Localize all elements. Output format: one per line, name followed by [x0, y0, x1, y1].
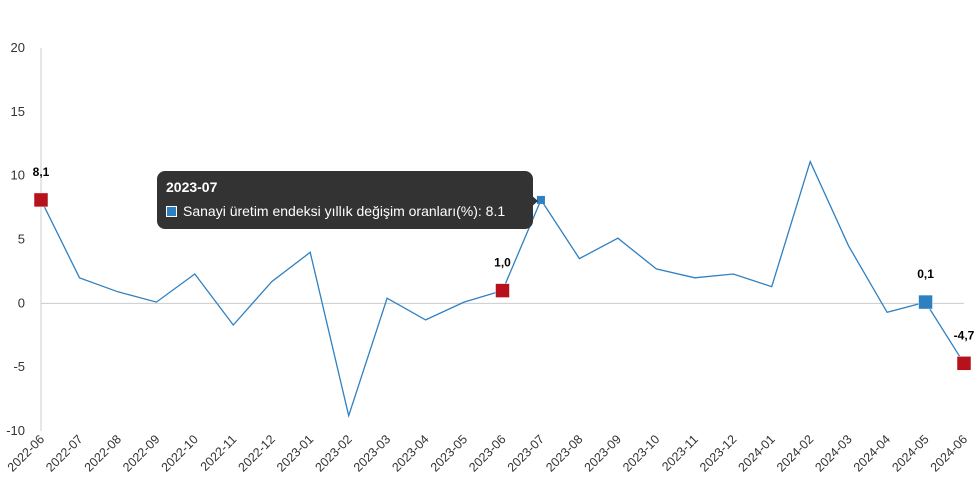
y-tick-label: 10 — [11, 168, 25, 183]
x-axis: 2022-062022-072022-082022-092022-102022-… — [5, 432, 970, 474]
x-tick-label: 2024-05 — [889, 432, 931, 474]
highlight-marker — [956, 356, 972, 371]
highlight-marker — [495, 283, 510, 298]
x-tick-label: 2022-11 — [198, 432, 240, 474]
x-tick-label: 2023-05 — [428, 432, 470, 474]
x-tick-label: 2023-04 — [389, 432, 431, 474]
x-tick-label: 2023-01 — [274, 432, 316, 474]
data-label: 0,1 — [917, 267, 934, 281]
y-tick-label: 5 — [18, 232, 25, 247]
data-label: 1,0 — [494, 256, 511, 270]
data-labels: 8,1 1,0 0,1 -4,7 — [33, 165, 975, 342]
tooltip: 2023-07 Sanayi üretim endeksi yıllık değ… — [157, 171, 533, 229]
x-tick-label: 2022-12 — [236, 432, 278, 474]
x-tick-label: 2022-09 — [120, 432, 162, 474]
x-tick-label: 2023-11 — [659, 432, 701, 474]
x-tick-label: 2022-07 — [43, 432, 85, 474]
x-tick-label: 2023-08 — [543, 432, 585, 474]
x-tick-label: 2023-02 — [312, 432, 354, 474]
x-tick-label: 2024-03 — [812, 432, 854, 474]
highlight-marker — [33, 192, 49, 208]
x-tick-label: 2023-09 — [582, 432, 624, 474]
y-tick-label: -5 — [13, 359, 25, 374]
x-tick-label: 2024-02 — [774, 432, 816, 474]
x-tick-label: 2024-06 — [928, 432, 970, 474]
data-label: 8,1 — [33, 165, 50, 179]
y-tick-label: 15 — [11, 104, 25, 119]
x-tick-label: 2024-01 — [735, 432, 777, 474]
highlight-marker — [918, 294, 933, 310]
data-label: -4,7 — [954, 328, 975, 342]
x-tick-label: 2023-07 — [505, 432, 547, 474]
tooltip-text: Sanayi üretim endeksi yıllık değişim ora… — [183, 203, 506, 219]
x-tick-label: 2022-06 — [5, 432, 47, 474]
x-tick-label: 2022-10 — [159, 432, 201, 474]
x-tick-label: 2023-03 — [351, 432, 393, 474]
tooltip-arrow — [530, 194, 538, 208]
x-tick-label: 2023-10 — [620, 432, 662, 474]
y-tick-label: -10 — [6, 423, 25, 438]
y-tick-label: 20 — [11, 40, 25, 55]
x-tick-label: 2023-06 — [466, 432, 508, 474]
tooltip-row: Sanayi üretim endeksi yıllık değişim ora… — [166, 203, 524, 219]
markers — [33, 192, 972, 371]
tooltip-series-swatch — [166, 205, 177, 217]
x-tick-label: 2023-12 — [697, 432, 739, 474]
x-tick-label: 2024-04 — [851, 432, 893, 474]
y-axis: 20 15 10 5 0 -5 -10 — [6, 40, 42, 438]
tooltip-title: 2023-07 — [166, 179, 218, 195]
active-point-marker — [536, 195, 545, 204]
x-tick-label: 2022-08 — [82, 432, 124, 474]
y-tick-label: 0 — [18, 295, 25, 310]
